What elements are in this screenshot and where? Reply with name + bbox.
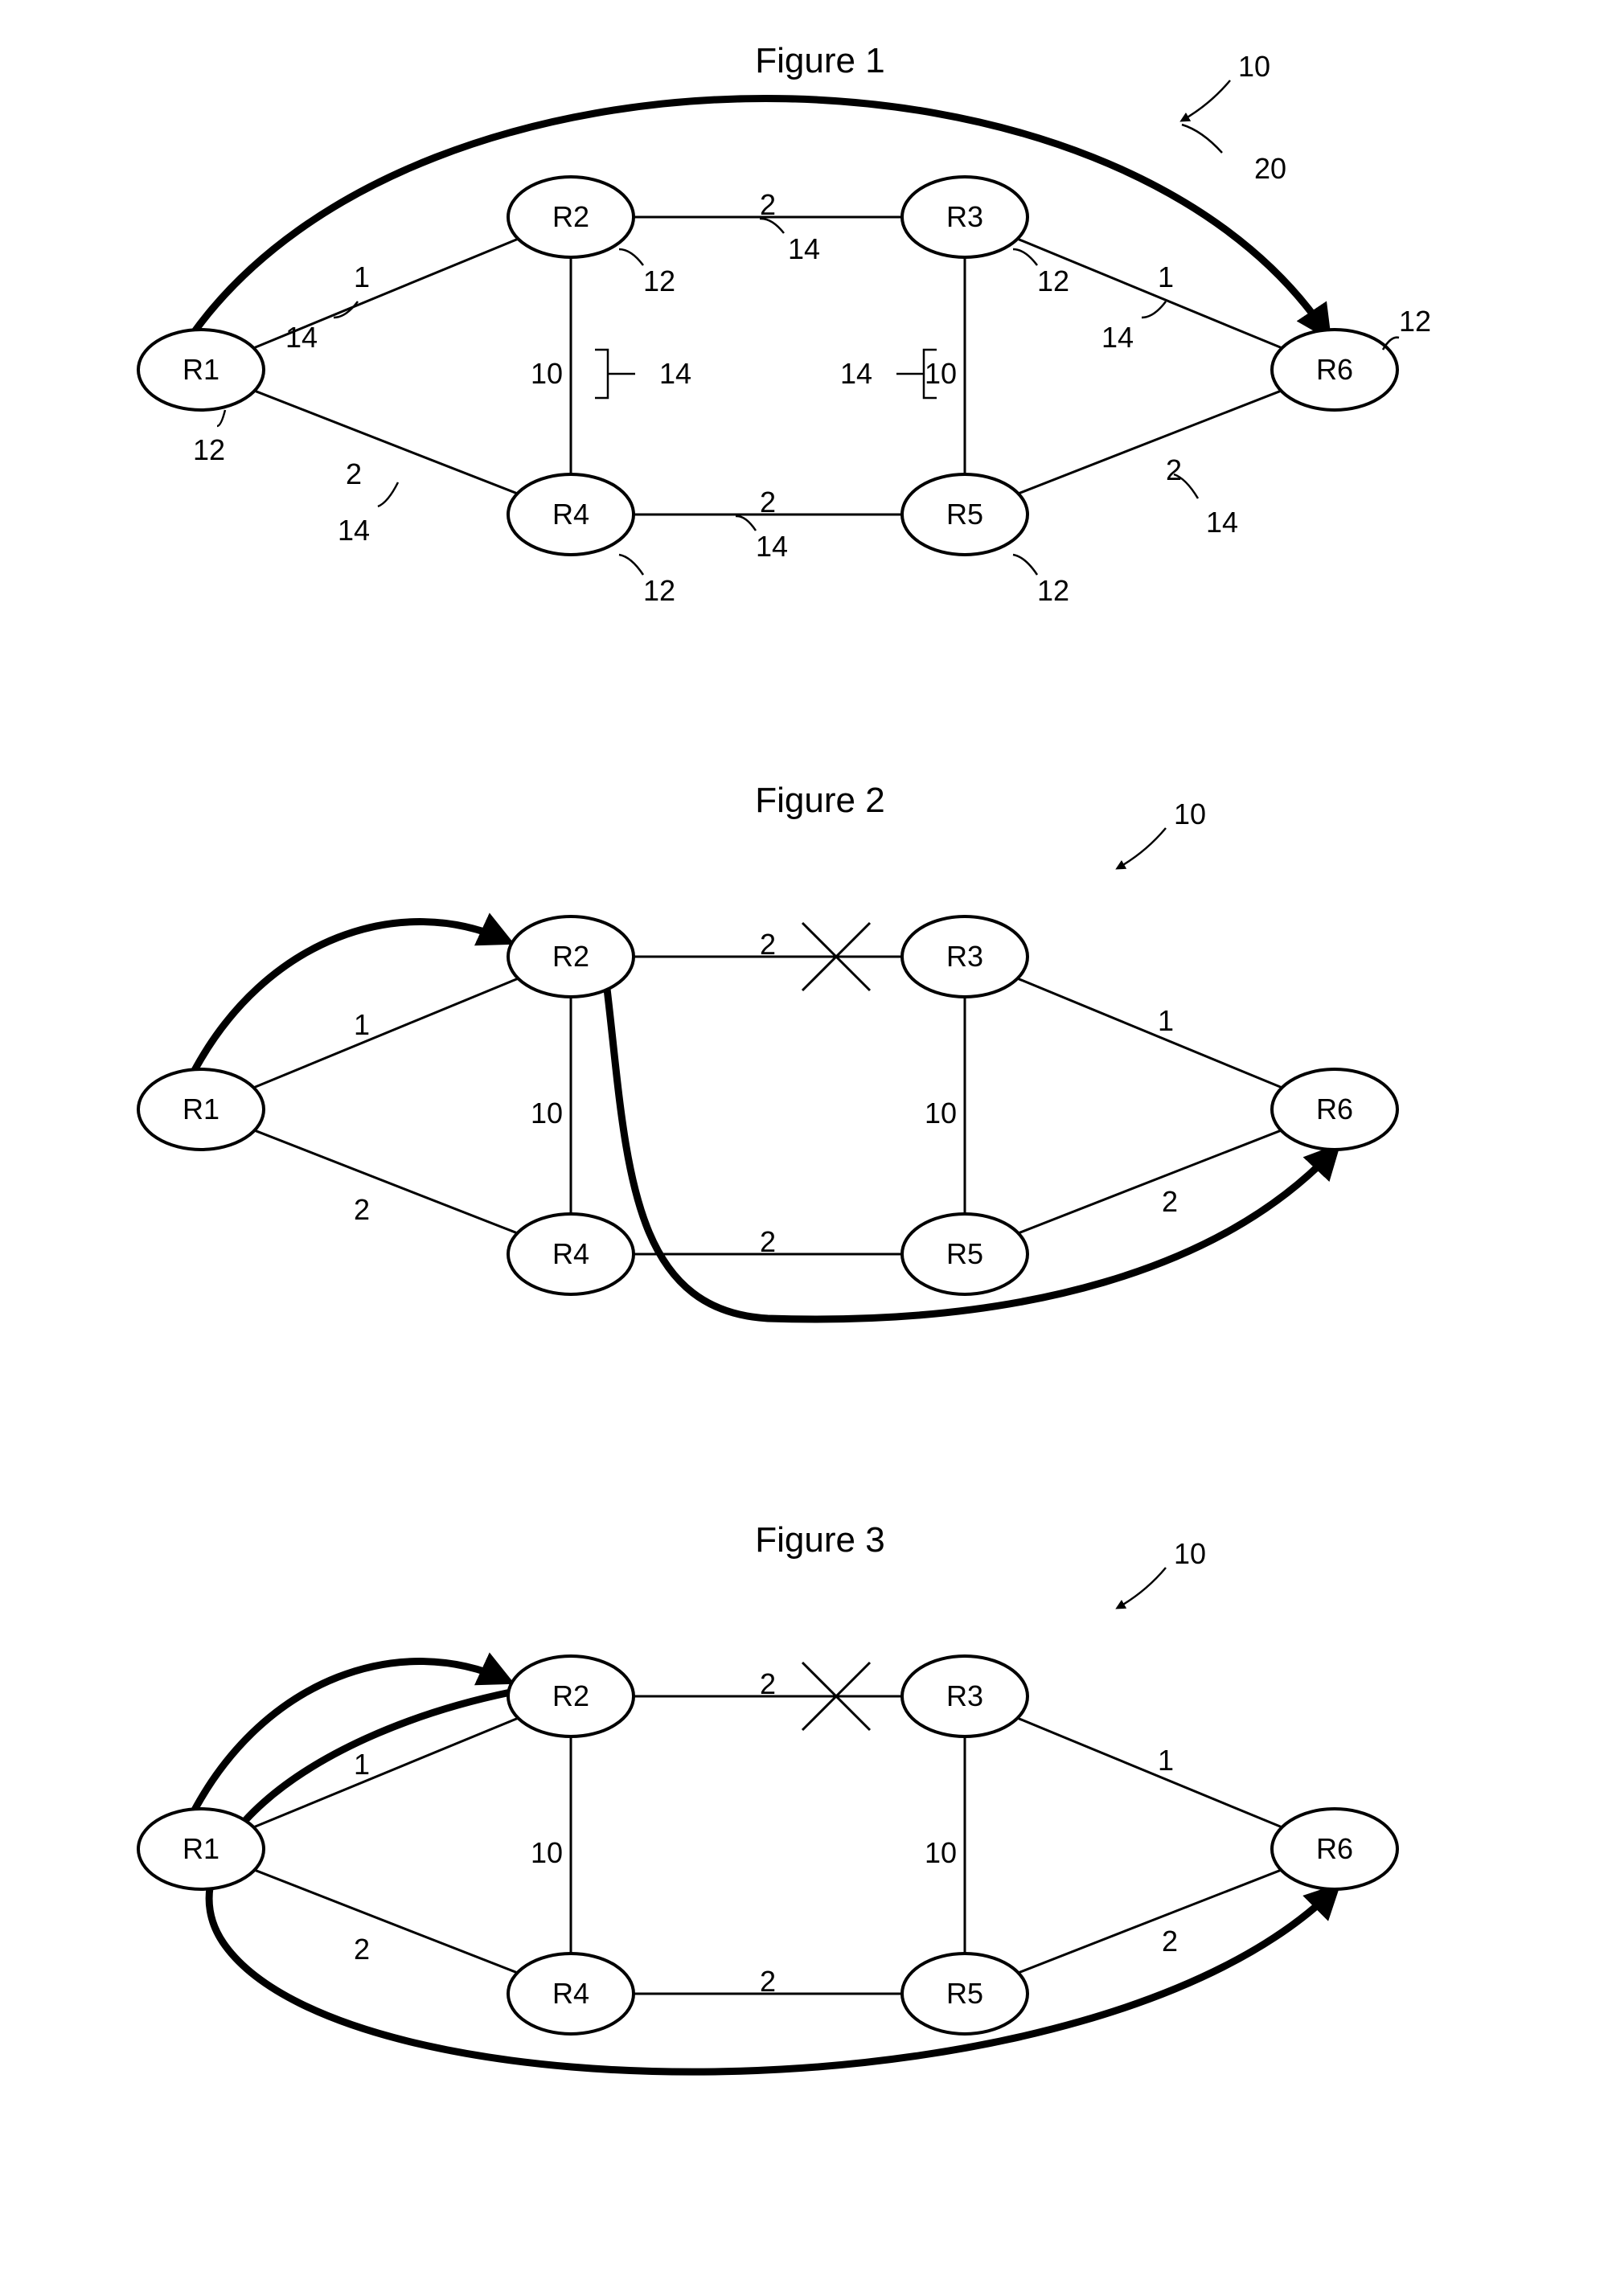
callout-label: 14: [788, 232, 820, 265]
node-label: R5: [946, 498, 983, 531]
callout-label: 12: [1399, 305, 1431, 338]
callout-line: [736, 516, 756, 531]
callout-label: 12: [193, 433, 225, 466]
edge-weight: 2: [760, 188, 776, 221]
edge-weight: 2: [354, 1193, 370, 1226]
callout-line: [378, 482, 398, 506]
edge-weight: 1: [354, 260, 370, 293]
node-label: R2: [552, 1679, 589, 1712]
edge-weight: 2: [760, 1667, 776, 1700]
edge-weight: 2: [346, 457, 362, 490]
node-label: R2: [552, 200, 589, 233]
edge-weight: 10: [531, 1836, 563, 1869]
edge-weight: 10: [925, 1097, 957, 1130]
callout-label: 20: [1254, 152, 1286, 185]
node-label: R3: [946, 200, 983, 233]
diagram-canvas: Figure 1101212221010R1R2R3R4R5R620121212…: [16, 16, 1608, 2280]
edge-weight: 2: [1162, 1185, 1178, 1218]
node-label: R4: [552, 498, 589, 531]
node-label: R1: [183, 1832, 219, 1865]
edge-weight: 10: [531, 357, 563, 390]
callout-label: 14: [840, 357, 872, 390]
figure-title: Figure 3: [755, 1520, 884, 1560]
figure-title: Figure 2: [755, 781, 884, 820]
node-label: R6: [1316, 1832, 1353, 1865]
edge-weight: 1: [354, 1748, 370, 1781]
edge-R1-R2: [254, 978, 519, 1088]
edge-weight: 10: [925, 357, 957, 390]
ref-label: 10: [1174, 1537, 1206, 1570]
ref-label: 10: [1238, 50, 1270, 83]
node-label: R6: [1316, 353, 1353, 386]
edge-weight: 2: [760, 1965, 776, 1998]
edge-weight: 2: [1162, 1925, 1178, 1958]
node-label: R4: [552, 1977, 589, 2010]
callout-line: [1182, 125, 1222, 153]
callout-line: [1013, 555, 1037, 575]
node-label: R6: [1316, 1093, 1353, 1125]
callout-label: 14: [756, 530, 788, 563]
node-label: R5: [946, 1977, 983, 2010]
node-label: R5: [946, 1237, 983, 1270]
edge-R5-R6: [1019, 391, 1282, 494]
edge-R5-R6: [1019, 1130, 1282, 1233]
traffic-path: [193, 1662, 507, 1813]
node-label: R1: [183, 1093, 219, 1125]
callout-label: 12: [643, 264, 675, 297]
ref-arrow-icon: [1118, 1568, 1166, 1608]
edge-R1-R4: [255, 1130, 518, 1233]
callout-line: [595, 350, 635, 398]
callout-label: 14: [285, 321, 318, 354]
ref-label: 10: [1174, 797, 1206, 830]
figure-3: Figure 3 10 1 2 1 2 2 2 10 10 R1 R2 R3 R4 R5 R6: [138, 1520, 1397, 2072]
callout-label: 12: [1037, 264, 1069, 297]
edge-weight: 1: [1158, 260, 1174, 293]
edge-weight: 2: [760, 928, 776, 961]
edge-weight: 10: [531, 1097, 563, 1130]
edge-weight: 2: [760, 1225, 776, 1258]
ref-arrow-icon: [1118, 828, 1166, 868]
node-label: R3: [946, 940, 983, 973]
callout-line: [619, 249, 643, 265]
node-label: R2: [552, 940, 589, 973]
callout-label: 14: [338, 514, 370, 547]
callout-label: 14: [1206, 506, 1238, 539]
callout-line: [1013, 249, 1037, 265]
traffic-path: [193, 922, 507, 1073]
edge-weight: 2: [760, 486, 776, 519]
figure-1: Figure 1101212221010R1R2R3R4R5R620121212…: [138, 41, 1431, 607]
edge-R1-R2: [254, 1718, 519, 1827]
edge-weight: 1: [1158, 1744, 1174, 1777]
figure-title: Figure 1: [755, 41, 884, 80]
callout-label: 14: [659, 357, 691, 390]
callout-line: [217, 410, 225, 426]
edge-weight: 1: [354, 1008, 370, 1041]
edge-weight: 10: [925, 1836, 957, 1869]
callout-line: [1142, 301, 1166, 318]
edge-R1-R4: [255, 1870, 518, 1973]
callout-label: 12: [643, 574, 675, 607]
edge-weight: 2: [1166, 453, 1182, 486]
node-label: R1: [183, 353, 219, 386]
ref-arrow-icon: [1182, 80, 1230, 121]
node-label: R3: [946, 1679, 983, 1712]
edge-R3-R6: [1018, 978, 1282, 1088]
callout-line: [619, 555, 643, 575]
node-label: R4: [552, 1237, 589, 1270]
edge-R3-R6: [1018, 1718, 1282, 1827]
callout-label: 14: [1101, 321, 1134, 354]
edge-weight: 1: [1158, 1004, 1174, 1037]
figure-2: Figure 2 10 1 2 1 2 2 2 10 10 R1 R2 R3 R4 R5 R6: [138, 781, 1397, 1319]
edge-weight: 2: [354, 1933, 370, 1966]
callout-label: 12: [1037, 574, 1069, 607]
edge-R1-R4: [255, 391, 518, 494]
